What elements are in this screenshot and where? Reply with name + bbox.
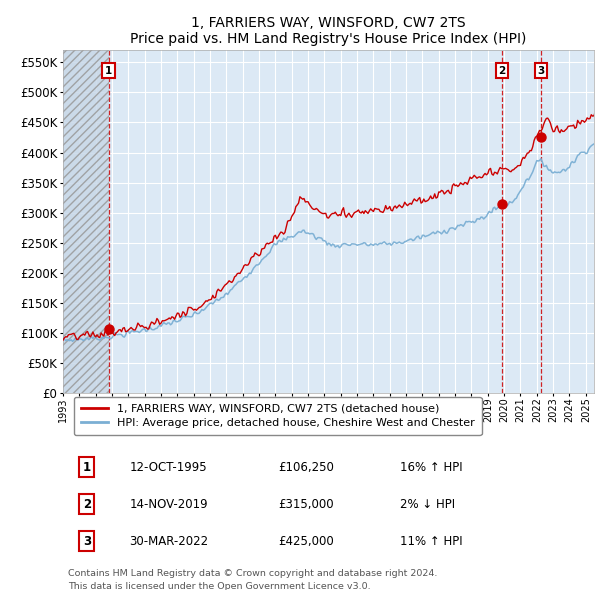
Text: 11% ↑ HPI: 11% ↑ HPI xyxy=(400,535,463,548)
Text: 12-OCT-1995: 12-OCT-1995 xyxy=(130,461,207,474)
Title: 1, FARRIERS WAY, WINSFORD, CW7 2TS
Price paid vs. HM Land Registry's House Price: 1, FARRIERS WAY, WINSFORD, CW7 2TS Price… xyxy=(130,16,527,46)
Text: This data is licensed under the Open Government Licence v3.0.: This data is licensed under the Open Gov… xyxy=(68,582,371,590)
Text: Contains HM Land Registry data © Crown copyright and database right 2024.: Contains HM Land Registry data © Crown c… xyxy=(68,569,437,578)
Text: 1: 1 xyxy=(83,461,91,474)
Text: 3: 3 xyxy=(83,535,91,548)
Text: £315,000: £315,000 xyxy=(278,498,334,511)
Bar xyxy=(63,50,109,394)
Text: 2: 2 xyxy=(499,65,506,76)
Text: £106,250: £106,250 xyxy=(278,461,334,474)
Text: 2: 2 xyxy=(83,498,91,511)
Text: 14-NOV-2019: 14-NOV-2019 xyxy=(130,498,208,511)
Text: £425,000: £425,000 xyxy=(278,535,334,548)
Text: 16% ↑ HPI: 16% ↑ HPI xyxy=(400,461,463,474)
Text: 1: 1 xyxy=(105,65,112,76)
Text: 30-MAR-2022: 30-MAR-2022 xyxy=(130,535,209,548)
Text: 3: 3 xyxy=(537,65,544,76)
Legend: 1, FARRIERS WAY, WINSFORD, CW7 2TS (detached house), HPI: Average price, detache: 1, FARRIERS WAY, WINSFORD, CW7 2TS (deta… xyxy=(74,397,482,435)
Text: 2% ↓ HPI: 2% ↓ HPI xyxy=(400,498,455,511)
